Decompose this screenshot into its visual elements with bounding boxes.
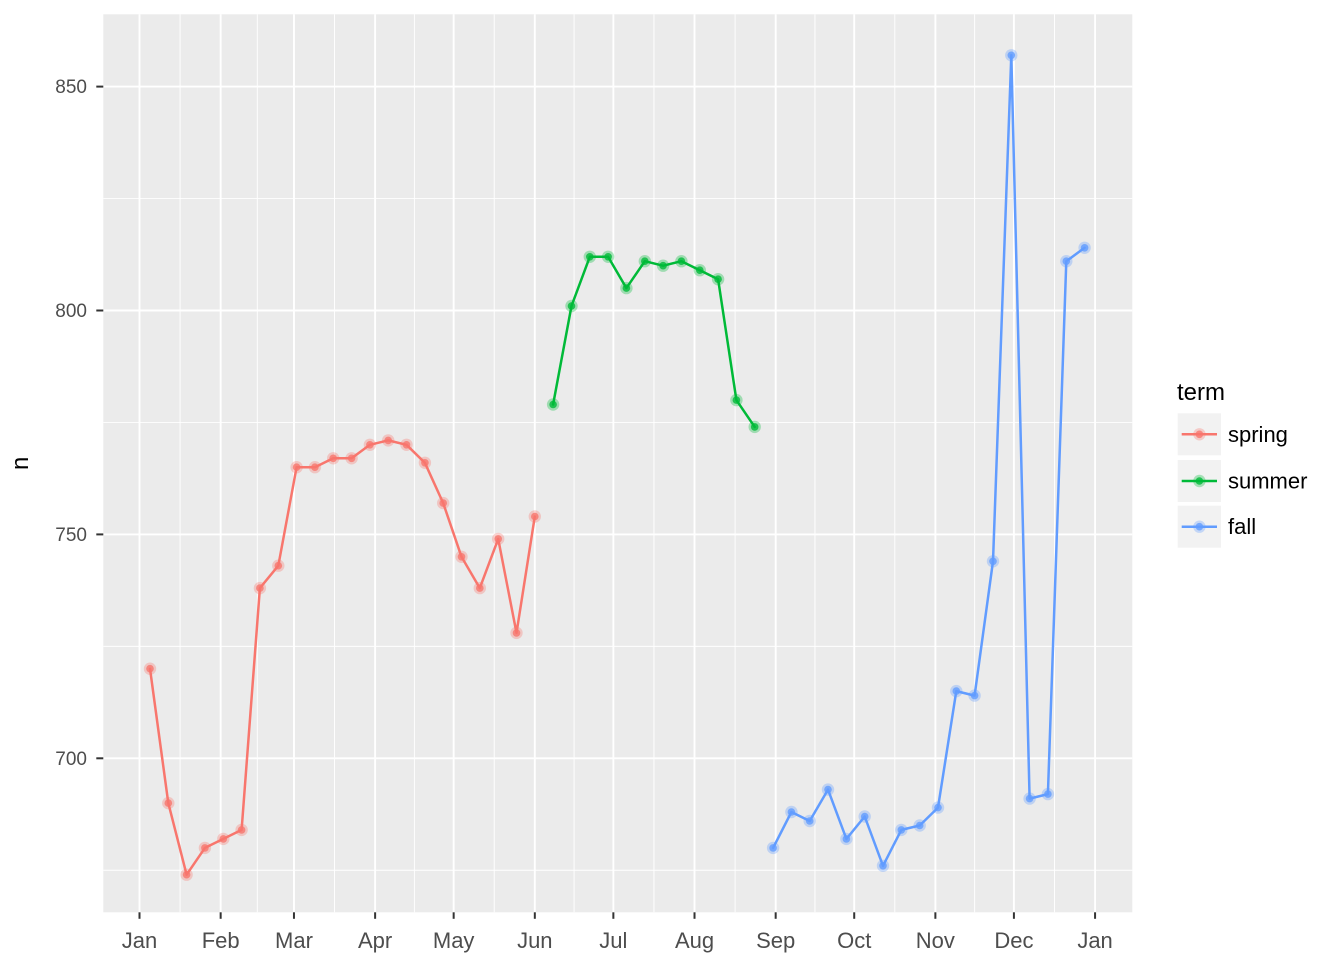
y-tick-label: 700 — [55, 749, 87, 770]
data-point-spring — [366, 441, 374, 449]
data-point-spring — [476, 584, 484, 592]
plot-panel — [103, 14, 1133, 913]
x-tick-label: May — [433, 928, 475, 953]
legend-point-sample-core — [1195, 522, 1204, 531]
legend-label-summer: summer — [1228, 469, 1307, 494]
data-point-fall — [860, 812, 869, 821]
data-point-spring — [531, 512, 539, 521]
y-tick-label: 800 — [55, 301, 87, 322]
data-point-fall — [787, 808, 796, 816]
data-point-fall — [915, 821, 924, 830]
data-point-fall — [769, 844, 777, 852]
data-point-summer — [549, 400, 557, 409]
x-tick-label: Jan — [1077, 928, 1112, 953]
data-point-spring — [292, 463, 301, 472]
data-point-spring — [494, 535, 503, 543]
data-point-fall — [824, 785, 832, 794]
data-point-spring — [237, 826, 246, 834]
x-tick-label: Sep — [756, 928, 795, 953]
data-point-fall — [1025, 794, 1034, 803]
data-point-fall — [879, 862, 887, 870]
data-point-summer — [677, 257, 686, 266]
y-tick-label: 850 — [55, 77, 87, 98]
data-point-summer — [659, 261, 667, 270]
data-point-spring — [201, 844, 209, 852]
data-point-spring — [329, 454, 338, 463]
legend-point-sample-core — [1195, 430, 1204, 439]
data-point-spring — [311, 463, 319, 472]
data-point-summer — [732, 396, 741, 404]
series-line-summer — [551, 255, 756, 429]
data-point-fall — [952, 687, 961, 695]
y-tick-label: 750 — [55, 525, 87, 546]
data-point-fall — [1007, 51, 1016, 60]
data-point-summer — [696, 266, 704, 275]
data-point-spring — [347, 454, 356, 463]
legend-title: term — [1177, 379, 1225, 406]
x-tick-label: Jan — [122, 928, 157, 953]
data-point-summer — [750, 423, 759, 431]
data-point-fall — [934, 803, 942, 812]
y-axis-title: n — [7, 457, 34, 470]
x-tick-label: Feb — [202, 928, 240, 953]
data-point-fall — [897, 826, 906, 834]
gridlines-minor — [103, 14, 1133, 913]
legend-label-spring: spring — [1228, 422, 1288, 447]
x-tick-label: Oct — [837, 928, 871, 953]
data-point-spring — [146, 664, 154, 673]
data-point-spring — [457, 553, 466, 561]
legend-entry-spring: spring — [1177, 413, 1288, 456]
legend-label-fall: fall — [1228, 514, 1256, 539]
axis-ticks — [96, 85, 1097, 919]
data-point-spring — [274, 561, 283, 570]
data-point-summer — [714, 275, 722, 284]
data-point-fall — [842, 835, 851, 843]
data-point-spring — [182, 870, 191, 879]
data-point-summer — [641, 257, 649, 266]
data-point-spring — [256, 584, 264, 592]
data-point-fall — [1044, 790, 1052, 798]
data-point-summer — [604, 252, 612, 261]
axis-tick-labels: Jan Feb Mar Apr May Jun Jul Aug Sep Oct Nov Dec Jan 7… — [55, 77, 1113, 953]
data-point-spring — [512, 629, 521, 637]
data-point-fall — [989, 557, 997, 566]
data-point-spring — [402, 441, 411, 449]
data-point-summer — [622, 284, 631, 292]
legend-entry-summer: summer — [1177, 460, 1307, 502]
legend-entry-fall: fall — [1177, 505, 1256, 548]
data-point-spring — [384, 436, 393, 445]
data-point-fall — [1080, 244, 1089, 252]
data-point-fall — [1062, 257, 1071, 266]
data-point-fall — [970, 691, 979, 700]
data-point-summer — [586, 252, 594, 261]
x-tick-label: Jun — [517, 928, 552, 953]
x-tick-label: Aug — [675, 928, 714, 953]
x-tick-label: Apr — [358, 928, 392, 953]
data-point-spring — [421, 459, 429, 467]
data-point-spring — [164, 799, 173, 807]
legend: term spring summer fall — [1177, 379, 1307, 548]
data-point-summer — [567, 302, 576, 310]
legend-point-sample-core — [1195, 477, 1204, 485]
x-tick-label: Mar — [275, 928, 313, 953]
x-tick-label: Dec — [994, 928, 1033, 953]
data-point-spring — [219, 835, 228, 843]
series-layer — [143, 49, 1091, 881]
x-tick-label: Jul — [599, 928, 627, 953]
series-line-spring — [148, 439, 537, 876]
x-tick-label: Nov — [916, 928, 955, 953]
data-point-fall — [805, 817, 814, 825]
data-point-spring — [439, 499, 448, 507]
